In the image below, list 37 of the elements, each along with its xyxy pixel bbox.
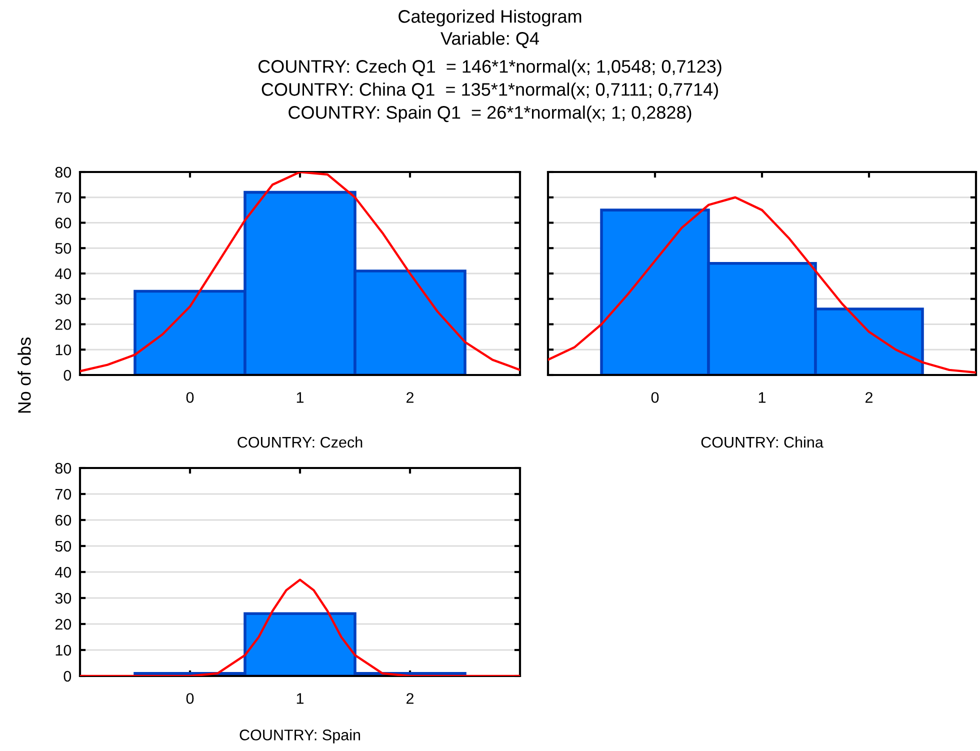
y-tick-label: 80 xyxy=(55,462,72,474)
y-tick-label: 30 xyxy=(55,294,72,305)
text: COUNTRY: Spain Q1 = 26*1*normal(x; 1; 0,2828) xyxy=(288,106,692,122)
y-tick-label: 0 xyxy=(64,670,72,682)
x-tick-label: 2 xyxy=(406,693,414,704)
x-tick-label: 2 xyxy=(406,392,414,403)
x-axis-title: COUNTRY: Spain xyxy=(240,729,360,744)
y-tick-label: 10 xyxy=(56,344,72,356)
line-series xyxy=(80,172,520,372)
x-tick-label: 1 xyxy=(296,693,304,704)
y-tick-label: 40 xyxy=(55,566,72,578)
y-tick-label: 80 xyxy=(55,166,72,178)
x-tick-label: 1 xyxy=(758,392,766,403)
y-tick-label: 70 xyxy=(55,192,72,204)
y-tick-label: 20 xyxy=(55,319,72,330)
y-tick-label: 20 xyxy=(55,618,72,630)
y-tick-label: 70 xyxy=(55,488,72,500)
y-tick-label: 30 xyxy=(55,592,72,604)
y-tick-label: 50 xyxy=(55,242,72,254)
x-tick-label: 1 xyxy=(296,392,304,403)
y-tick-label: 0 xyxy=(64,370,72,381)
y-tick-label: 60 xyxy=(55,218,72,228)
y-axis-title: No of obs xyxy=(18,338,31,413)
x-axis-title: COUNTRY: Czech xyxy=(238,436,362,448)
text: COUNTRY: China Q1 = 135*1*normal(x; 0,7111; 0,7714) xyxy=(262,82,718,100)
x-tick-label: 2 xyxy=(866,392,872,403)
y-tick-label: 10 xyxy=(56,644,72,656)
y-tick-label: 40 xyxy=(55,268,72,280)
chart-subtitle: Variable: Q4 xyxy=(440,32,539,48)
y-tick-label: 50 xyxy=(55,540,72,552)
chart-title: Categorized Histogram xyxy=(398,10,582,26)
x-axis-title: COUNTRY: China xyxy=(701,436,824,448)
text: COUNTRY: Czech Q1 = 146*1*normal(x; 1,0548; 0,7123) xyxy=(258,60,722,76)
x-tick-label: 0 xyxy=(186,693,194,704)
x-tick-label: 0 xyxy=(651,392,659,403)
y-tick-label: 60 xyxy=(55,514,72,526)
x-tick-label: 0 xyxy=(186,392,194,403)
